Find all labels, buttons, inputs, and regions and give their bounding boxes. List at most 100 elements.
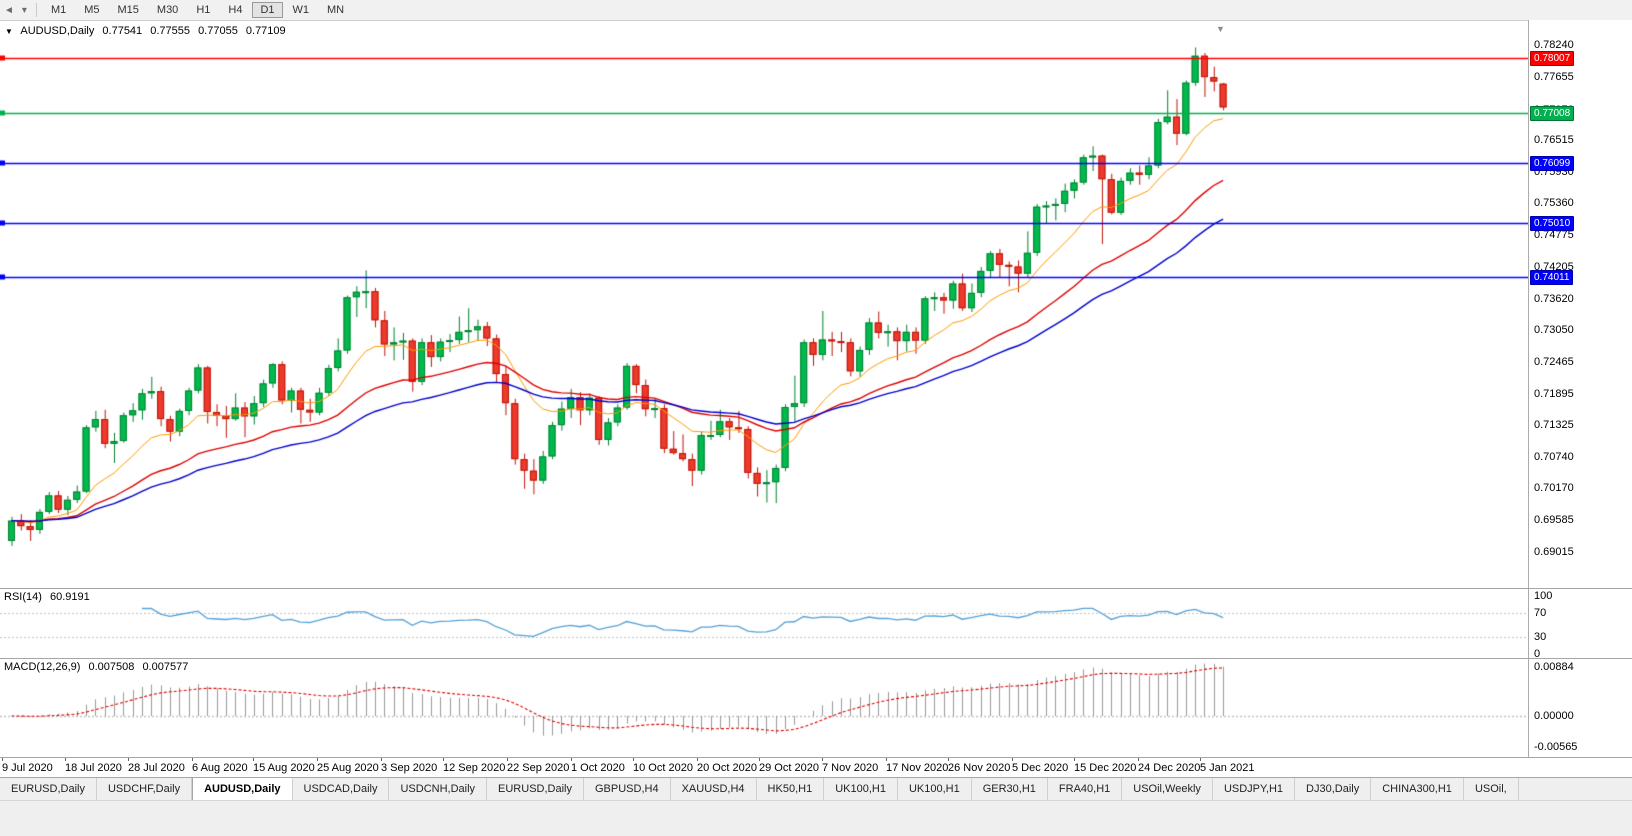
date-axis-label: 29 Oct 2020 [759, 762, 819, 774]
chart-tab-usoil-[interactable]: USOil, [1464, 778, 1519, 801]
date-axis-label: 6 Aug 2020 [192, 762, 248, 774]
date-axis-label: 24 Dec 2020 [1138, 762, 1201, 774]
date-axis-label: 3 Sep 2020 [381, 762, 438, 774]
chart-tab-audusd-daily[interactable]: AUDUSD,Daily [192, 778, 293, 801]
collapse-indicator-icon[interactable]: ▼ [5, 27, 13, 36]
timeframe-button-h4[interactable]: H4 [228, 4, 243, 16]
chart-tab-china300-h1[interactable]: CHINA300,H1 [1371, 778, 1464, 801]
status-bar [0, 800, 1632, 836]
chart-shift-icon[interactable]: ◄ [4, 4, 14, 16]
date-tick [253, 758, 254, 761]
macd-signal-value: 0.007577 [142, 661, 189, 673]
price-axis-label: 0.77655 [1534, 71, 1574, 84]
timeframe-button-m15[interactable]: M15 [117, 4, 139, 16]
chart-tab-ger30-h1[interactable]: GER30,H1 [972, 778, 1048, 801]
timeframe-buttons: M1 M5 M15 M30 H1 H4 D1 W1 MN [42, 2, 353, 18]
chart-tab-fra40-h1[interactable]: FRA40,H1 [1048, 778, 1123, 801]
chart-tab-eurusd-daily[interactable]: EURUSD,Daily [0, 778, 97, 801]
date-tick [192, 758, 193, 761]
chart-tab-usdjpy-h1[interactable]: USDJPY,H1 [1213, 778, 1296, 801]
timeframe-button-m5[interactable]: M5 [84, 4, 100, 16]
date-tick [443, 758, 444, 761]
price-axis-label: 0.74775 [1534, 229, 1574, 242]
rsi-value: 60.9191 [49, 591, 90, 603]
date-tick [65, 758, 66, 761]
rsi-indicator-label: RSI(14) 60.9191 [4, 591, 95, 603]
date-axis-label: 25 Aug 2020 [317, 762, 379, 774]
date-tick [886, 758, 887, 761]
rsi-axis-label: 30 [1534, 630, 1547, 643]
timeframe-toolbar: ◄ ▾ M1 M5 M15 M30 H1 H4 D1 W1 MN [0, 0, 1632, 21]
timeframe-button-d1[interactable]: D1 [252, 2, 283, 18]
time-axis[interactable]: 9 Jul 2020 18 Jul 2020 28 Jul 2020 6 Aug 20… [0, 758, 1528, 777]
macd-axis-label: -0.00565 [1534, 741, 1578, 754]
timeframe-button-h1[interactable]: H1 [196, 4, 211, 16]
price-axis-label: 0.70170 [1534, 482, 1574, 495]
date-axis-label: 17 Nov 2020 [886, 762, 949, 774]
panel-separator [0, 757, 1632, 758]
price-line-badge: 0.75010 [1530, 215, 1575, 231]
chart-shift-marker-icon[interactable]: ▼ [1216, 24, 1225, 34]
chart-tab-bar: EURUSD,Daily USDCHF,Daily AUDUSD,Daily USDC… [0, 777, 1632, 801]
date-tick [381, 758, 382, 761]
panel-separator[interactable] [0, 658, 1632, 659]
date-tick [2, 758, 3, 761]
chart-tab-gbpusd-h4[interactable]: GBPUSD,H4 [584, 778, 671, 801]
date-axis-label: 18 Jul 2020 [65, 762, 122, 774]
timeframe-button-m30[interactable]: M30 [156, 4, 179, 16]
panel-separator[interactable] [0, 588, 1632, 589]
timeframe-button-w1[interactable]: W1 [292, 4, 310, 16]
date-axis-label: 26 Nov 2020 [948, 762, 1011, 774]
price-line-badge: 0.76099 [1530, 155, 1575, 171]
chart-tab-uk100-h1[interactable]: UK100,H1 [824, 778, 898, 801]
chart-tab-xauusd-h4[interactable]: XAUUSD,H4 [671, 778, 757, 801]
date-tick [759, 758, 760, 761]
rsi-name: RSI(14) [4, 591, 42, 603]
chart-tab-hk50-h1[interactable]: HK50,H1 [757, 778, 825, 801]
price-axis-label: 0.69585 [1534, 514, 1574, 527]
price-axis[interactable]: 0.782400.776550.770700.765150.759300.753… [1528, 20, 1632, 757]
date-axis-label: 5 Jan 2021 [1200, 762, 1255, 774]
dropdown-caret-icon[interactable]: ▾ [21, 4, 27, 16]
date-tick [633, 758, 634, 761]
chart-tab-eurusd-daily[interactable]: EURUSD,Daily [487, 778, 584, 801]
price-axis-label: 0.69015 [1534, 545, 1574, 558]
chart-tab-uk100-h1[interactable]: UK100,H1 [898, 778, 972, 801]
date-tick [1200, 758, 1201, 761]
chart-tab-usdcad-daily[interactable]: USDCAD,Daily [293, 778, 390, 801]
date-tick [507, 758, 508, 761]
date-tick [317, 758, 318, 761]
chart-tab-dj30-daily[interactable]: DJ30,Daily [1295, 778, 1372, 801]
date-axis-label: 22 Sep 2020 [507, 762, 570, 774]
ohlc-open: 0.77541 [102, 25, 143, 37]
date-axis-label: 7 Nov 2020 [822, 762, 879, 774]
chart-tab-usdchf-daily[interactable]: USDCHF,Daily [97, 778, 193, 801]
date-tick [1012, 758, 1013, 761]
date-axis-label: 15 Aug 2020 [253, 762, 315, 774]
ohlc-close: 0.77109 [245, 25, 286, 37]
toolbar-separator [35, 3, 37, 17]
price-line-badge: 0.78007 [1530, 51, 1575, 67]
rsi-axis-label: 0 [1534, 648, 1541, 660]
price-axis-label: 0.75360 [1534, 197, 1574, 210]
date-axis-label: 5 Dec 2020 [1012, 762, 1069, 774]
date-tick [128, 758, 129, 761]
price-chart-canvas[interactable] [0, 20, 1528, 757]
price-axis-label: 0.74205 [1534, 260, 1574, 273]
price-axis-label: 0.72465 [1534, 356, 1574, 369]
chart-tab-usdcnh-daily[interactable]: USDCNH,Daily [389, 778, 488, 801]
date-axis-label: 10 Oct 2020 [633, 762, 693, 774]
rsi-axis-label: 100 [1534, 590, 1553, 602]
timeframe-button-mn[interactable]: MN [327, 4, 345, 16]
chart-symbol-label: AUDUSD,Daily [20, 25, 95, 37]
date-tick [697, 758, 698, 761]
chart-title: ▼ AUDUSD,Daily 0.77541 0.77555 0.77055 0… [5, 25, 291, 37]
macd-indicator-label: MACD(12,26,9) 0.007508 0.007577 [4, 661, 193, 673]
timeframe-button-m1[interactable]: M1 [50, 4, 67, 16]
date-tick [948, 758, 949, 761]
price-axis-label: 0.70740 [1534, 450, 1574, 463]
date-axis-label: 9 Jul 2020 [2, 762, 53, 774]
date-axis-label: 15 Dec 2020 [1074, 762, 1137, 774]
chart-tab-usoil-weekly[interactable]: USOil,Weekly [1122, 778, 1213, 801]
